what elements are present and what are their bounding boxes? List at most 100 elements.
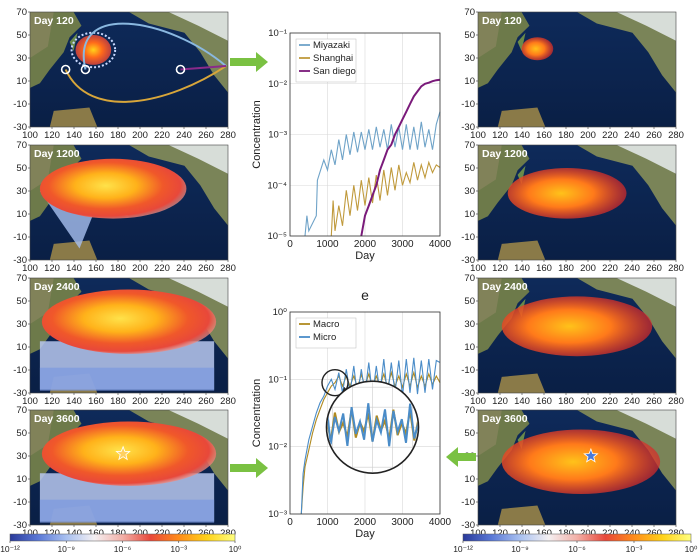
australia-land: [497, 240, 546, 260]
colorbar-right: 10⁻¹² 10⁻⁹ 10⁻⁶ 10⁻³ 10⁰: [453, 533, 698, 554]
map-frame: [477, 11, 677, 128]
plume: [41, 289, 217, 354]
site-marker: [60, 64, 71, 75]
map-y-tick-label: -30: [461, 388, 475, 399]
site-marker: [80, 64, 91, 75]
arrow-head: [446, 447, 458, 467]
map-y-tick-label: 30: [464, 319, 475, 330]
map-x-tick-label: 280: [668, 396, 684, 407]
map-x-tick-label: 280: [668, 263, 684, 274]
arrow-shaft: [456, 453, 476, 461]
zoom-series-line: [327, 403, 418, 447]
map-x-tick-label: 100: [470, 263, 486, 274]
map-x-tick-label: 140: [66, 130, 82, 141]
map-y-tick-label: 50: [464, 296, 475, 307]
map-y-tick-label: 30: [16, 186, 27, 197]
legend-label: San diego: [313, 66, 356, 77]
map-x-tick-label: 180: [110, 130, 126, 141]
site-marker: [175, 64, 186, 75]
arctic-ice: [168, 410, 228, 439]
map-frame: [477, 409, 677, 526]
map-y-tick-label: 10: [464, 209, 475, 220]
map-y-tick-label: 50: [16, 296, 27, 307]
map-y-tick-label: 30: [16, 319, 27, 330]
map-y-tick-label: -10: [461, 365, 475, 376]
map-x-tick-label: 200: [580, 130, 596, 141]
map-x-tick-label: 260: [198, 263, 214, 274]
map-frame: [29, 277, 229, 394]
map-x-tick-label: 120: [492, 263, 508, 274]
colorbar-tick-label: 10⁰: [229, 544, 242, 554]
map-axes: 100 120 140 160 180 200 220 240 260 280 70 50 30 10 -1…: [461, 7, 684, 141]
map-x-tick-label: 240: [624, 263, 640, 274]
day-label: Day 2400: [34, 281, 80, 293]
x-tick-label: 3000: [391, 239, 414, 250]
map-x-tick-label: 160: [88, 528, 104, 539]
map-x-tick-label: 260: [646, 528, 662, 539]
asia-land-shade: [478, 278, 502, 324]
left-map-panel-3: 100 120 140 160 180 200 220 240 260 280 70 50 30 10 -1…: [13, 273, 236, 407]
map-x-tick-label: 160: [536, 263, 552, 274]
map-x-tick-label: 120: [44, 263, 60, 274]
day-label: Day 120: [34, 15, 74, 27]
plume: [521, 37, 554, 61]
map-y-tick-label: -30: [13, 255, 27, 266]
colorbar-tick-label: 10⁻⁹: [57, 544, 75, 554]
colorbar-left: 10⁻¹² 10⁻⁹ 10⁻⁶ 10⁻³ 10⁰: [0, 533, 242, 554]
day-label: Day 1200: [34, 148, 80, 160]
map-y-tick-label: -30: [461, 122, 475, 133]
map-y-tick-label: -10: [461, 99, 475, 110]
map-x-tick-label: 200: [132, 130, 148, 141]
colorbar-tick-label: 10⁻⁹: [511, 544, 529, 554]
map-frame: [477, 144, 677, 261]
map-y-tick-label: 70: [464, 273, 475, 284]
y-tick-label: 10⁰: [273, 307, 288, 318]
day-label: Day 3600: [482, 413, 528, 425]
colorbar-tick-label: 10⁻³: [626, 544, 643, 554]
panel-label: e: [361, 287, 369, 303]
star-marker: [583, 447, 599, 463]
x-tick-label: 0: [287, 239, 293, 250]
series-line-miyazaki: [304, 111, 441, 237]
arctic-ice: [168, 12, 228, 41]
map-axes: 100 120 140 160 180 200 220 240 260 280 70 50 30 10 -1…: [13, 140, 236, 274]
zoom-inset: [325, 380, 420, 474]
chart-macro-micro-concentration: 0 1000 2000 3000 4000 10⁻³ 10⁻² 10⁻¹ 10⁰ Day Conce…: [251, 287, 452, 540]
colorbar-tick-label: 10⁻⁶: [114, 544, 131, 554]
asia-land-shade: [478, 12, 502, 58]
map-x-tick-label: 120: [492, 528, 508, 539]
plot-frame: [289, 32, 441, 237]
map-x-tick-label: 160: [88, 396, 104, 407]
map-x-tick-label: 200: [132, 396, 148, 407]
map-x-tick-label: 100: [470, 396, 486, 407]
plume: [507, 168, 627, 219]
north-america-land: [129, 145, 228, 226]
map-x-tick-label: 160: [536, 130, 552, 141]
plume: [39, 158, 187, 219]
legend-label: Miyazaki: [313, 40, 350, 51]
map-x-tick-label: 260: [646, 396, 662, 407]
map-x-tick-label: 180: [558, 130, 574, 141]
arctic-ice: [616, 278, 676, 307]
map-x-tick-label: 260: [646, 263, 662, 274]
x-tick-label: 0: [287, 517, 293, 528]
x-tick-label: 4000: [429, 239, 452, 250]
map-x-tick-label: 160: [536, 528, 552, 539]
map-x-tick-label: 140: [514, 528, 530, 539]
map-frame: [29, 11, 229, 128]
plume: [75, 35, 112, 65]
map-frame: [477, 277, 677, 394]
map-x-tick-label: 260: [198, 130, 214, 141]
map-y-tick-label: -10: [13, 232, 27, 243]
day-label: Day 2400: [482, 281, 528, 293]
arctic-ice: [616, 12, 676, 41]
left-map-panel-2: 100 120 140 160 180 200 220 240 260 280 70 50 30 10 -1…: [13, 140, 236, 274]
map-x-tick-label: 100: [470, 528, 486, 539]
plume: [501, 429, 661, 494]
map-x-tick-label: 140: [514, 396, 530, 407]
colorbar-tick-label: 10⁻¹²: [453, 544, 473, 554]
legend-box: [295, 317, 357, 349]
map-x-tick-label: 200: [580, 263, 596, 274]
north-america-land: [577, 410, 676, 491]
